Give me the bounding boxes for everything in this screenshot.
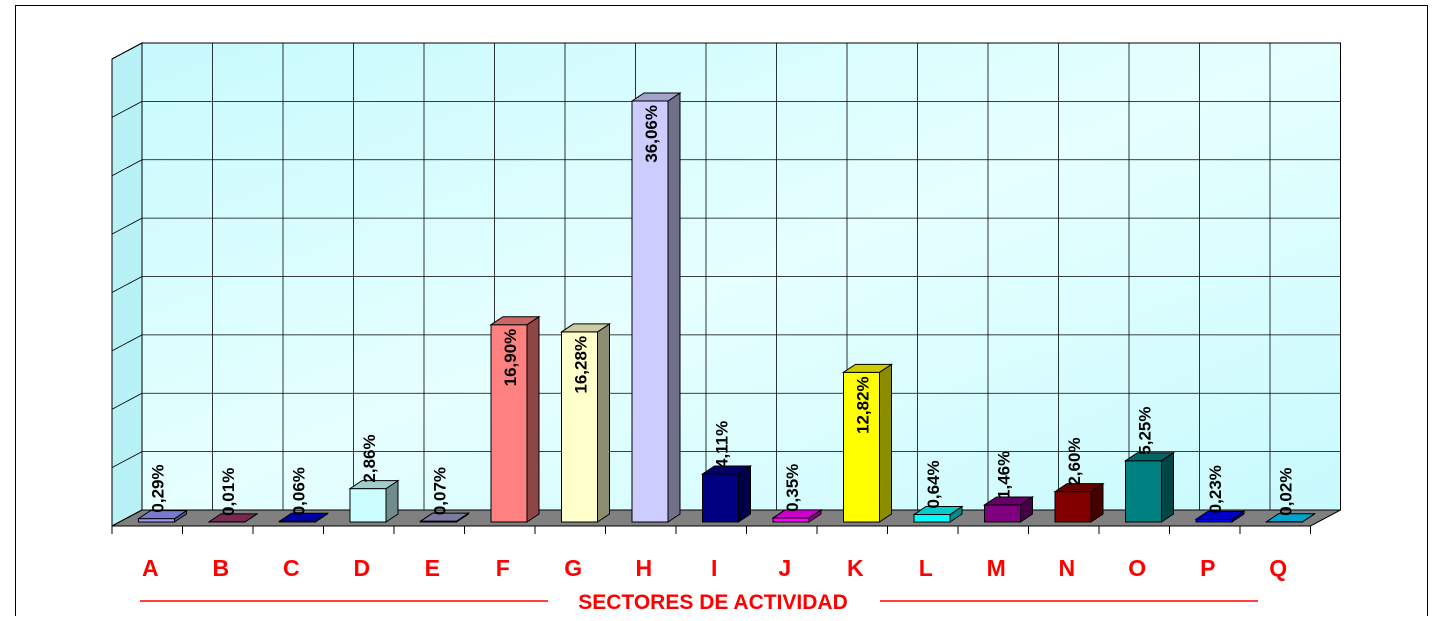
bar-side — [880, 364, 892, 522]
x-tick-label: K — [847, 555, 864, 581]
value-label: 1,46% — [995, 451, 1014, 499]
x-tick-label: A — [142, 555, 159, 581]
x-tick-label: O — [1128, 555, 1146, 581]
x-tick-label: Q — [1269, 555, 1287, 581]
value-label: 16,90% — [501, 329, 520, 387]
bar-front — [350, 489, 386, 522]
x-tick-label: N — [1058, 555, 1075, 581]
value-label: 0,01% — [219, 468, 238, 516]
x-tick-label: G — [564, 555, 582, 581]
bar — [985, 497, 1033, 522]
value-label: 0,29% — [149, 464, 168, 512]
x-tick-label: E — [425, 555, 440, 581]
x-tick-label: C — [283, 555, 300, 581]
x-tick-label: M — [987, 555, 1006, 581]
bar-side — [668, 93, 680, 522]
bar — [1055, 484, 1103, 522]
x-tick-label: H — [635, 555, 652, 581]
x-tick-label: F — [496, 555, 510, 581]
bar-front — [914, 515, 950, 522]
bar-side — [527, 317, 539, 522]
bar-front — [139, 519, 175, 522]
value-label: 36,06% — [642, 105, 661, 163]
bar-front — [1126, 461, 1162, 522]
bar-side — [1162, 453, 1174, 522]
x-axis-title: SECTORES DE ACTIVIDAD — [578, 591, 848, 614]
bar-front — [1055, 492, 1091, 522]
value-label: 0,35% — [783, 464, 802, 512]
value-label: 0,02% — [1277, 468, 1296, 516]
x-tick-label: I — [711, 555, 717, 581]
x-tick-label: J — [778, 555, 791, 581]
value-label: 5,25% — [1136, 407, 1155, 455]
x-tick-label: L — [919, 555, 933, 581]
bar-front — [703, 474, 739, 522]
bar-side — [739, 466, 751, 522]
bar-side — [598, 324, 610, 522]
value-label: 12,82% — [854, 376, 873, 434]
value-label: 0,64% — [924, 460, 943, 508]
bar-front — [985, 505, 1021, 522]
bar-front — [773, 518, 809, 522]
bar — [1126, 453, 1174, 522]
plot-area: 0,29% A 0,01% B 0,06% C 2,86% D 0,07% E 16,90% F 16,… — [112, 43, 1341, 581]
value-label: 0,23% — [1206, 465, 1225, 513]
value-label: 0,07% — [431, 467, 450, 515]
bar — [350, 481, 398, 522]
bar — [703, 466, 751, 522]
bar-front — [632, 101, 668, 522]
x-tick-label: P — [1200, 555, 1215, 581]
value-label: 4,11% — [713, 421, 732, 468]
x-tick-label: B — [212, 555, 229, 581]
value-label: 0,06% — [290, 467, 309, 515]
value-label: 2,86% — [360, 434, 379, 482]
value-label: 16,28% — [572, 336, 591, 394]
value-label: 2,60% — [1065, 437, 1084, 485]
x-tick-label: D — [353, 555, 370, 581]
